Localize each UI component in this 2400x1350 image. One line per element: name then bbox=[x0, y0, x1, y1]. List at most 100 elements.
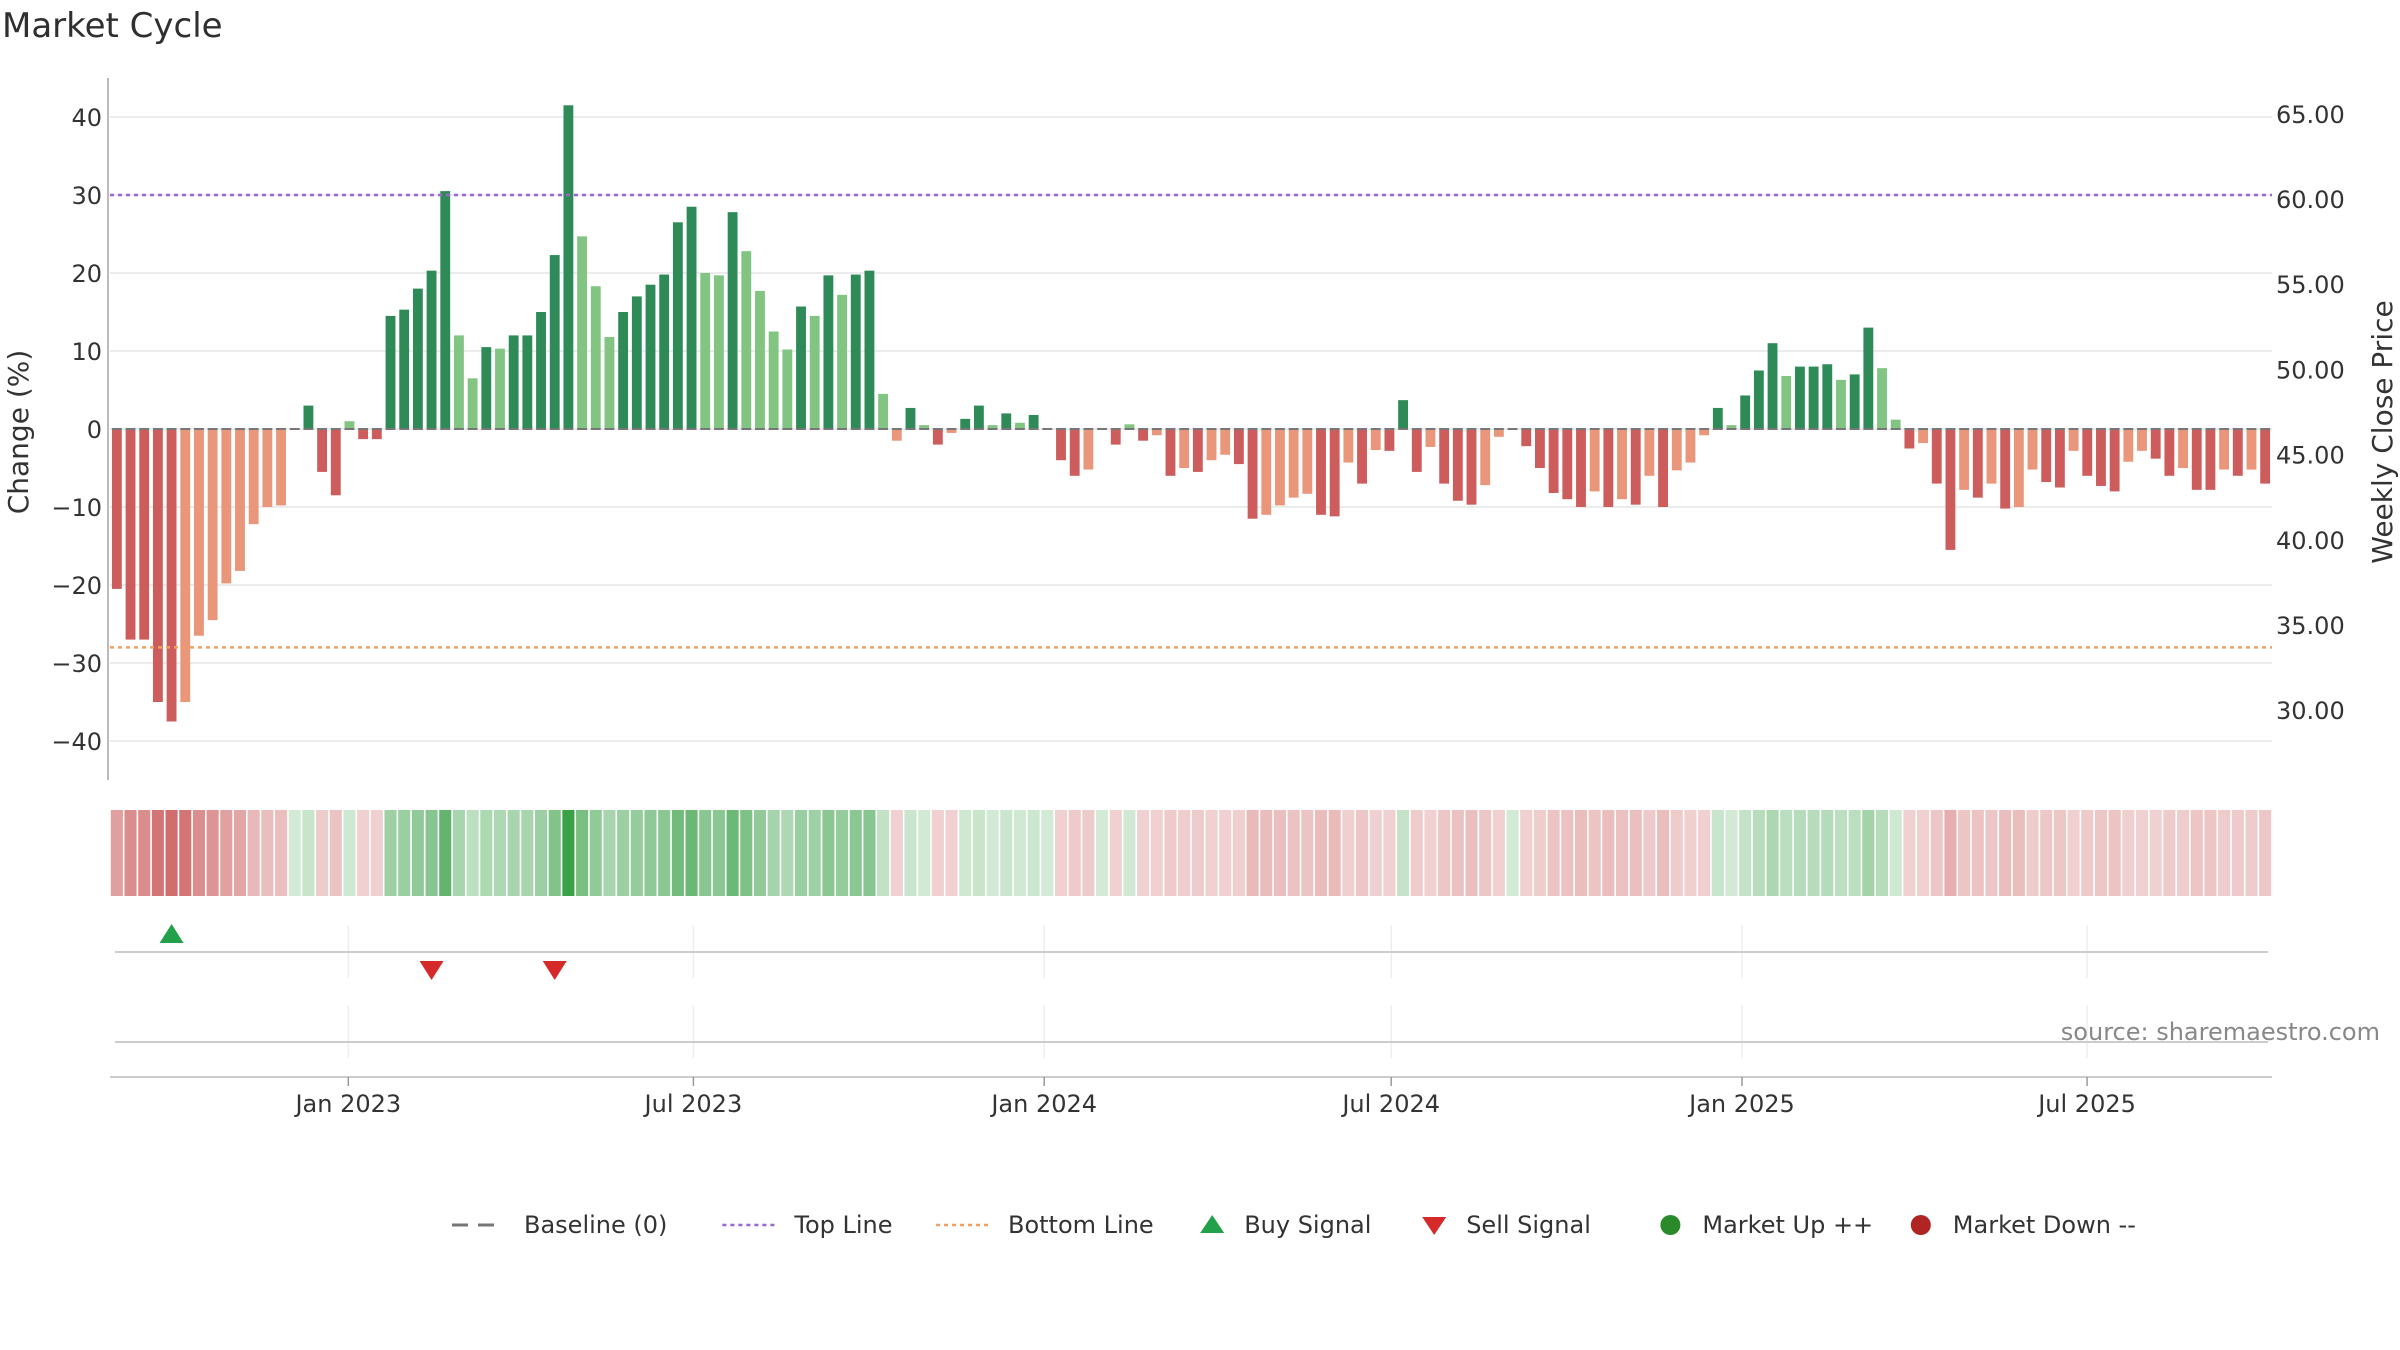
bar bbox=[755, 290, 765, 429]
heat-cell bbox=[2135, 810, 2149, 896]
heat-cell bbox=[1096, 810, 1109, 896]
y-tick-label: −20 bbox=[51, 572, 102, 600]
heat-cell bbox=[1451, 810, 1464, 896]
bar bbox=[2082, 429, 2093, 476]
heat-cell bbox=[1205, 810, 1218, 896]
legend-label: Market Up ++ bbox=[1702, 1211, 1873, 1239]
heat-cell bbox=[918, 810, 931, 896]
bar bbox=[1767, 343, 1778, 429]
heat-cell bbox=[1903, 810, 1916, 896]
bar bbox=[1329, 429, 1340, 517]
bar bbox=[1849, 374, 1860, 429]
heat-cell bbox=[1232, 810, 1245, 896]
heat-cell bbox=[1917, 810, 1930, 896]
heat-cell bbox=[1657, 810, 1670, 896]
bar bbox=[1466, 429, 1477, 505]
heat-cell bbox=[179, 810, 192, 896]
heat-cell bbox=[1506, 810, 1519, 896]
heat-cell bbox=[1328, 810, 1341, 896]
heat-cell bbox=[767, 810, 780, 896]
heat-cell bbox=[480, 810, 493, 896]
heat-cell bbox=[1383, 810, 1396, 896]
heat-cell bbox=[1889, 810, 1902, 896]
heat-cell bbox=[1643, 810, 1656, 896]
heat-cell bbox=[247, 810, 260, 896]
legend-item: Buy Signal bbox=[1200, 1211, 1371, 1239]
bar bbox=[467, 378, 478, 429]
heat-cell bbox=[370, 810, 383, 896]
heat-cell bbox=[439, 810, 452, 896]
bar bbox=[1945, 429, 1956, 550]
bar bbox=[125, 429, 136, 640]
heat-cell bbox=[1219, 810, 1232, 896]
heat-cell bbox=[384, 810, 397, 896]
bar bbox=[1357, 429, 1367, 484]
heat-cell bbox=[1834, 810, 1848, 896]
bar bbox=[235, 429, 245, 571]
heat-cell bbox=[2026, 810, 2039, 896]
bar bbox=[837, 294, 847, 429]
bar bbox=[878, 393, 889, 429]
bar bbox=[1836, 379, 1846, 429]
bar bbox=[522, 335, 533, 429]
legend-circle-icon bbox=[1660, 1215, 1681, 1235]
heat-cell bbox=[630, 810, 643, 896]
bar bbox=[399, 309, 410, 429]
bar bbox=[1658, 429, 1669, 507]
y-tick-label: 30 bbox=[71, 182, 102, 210]
bar bbox=[1986, 429, 1997, 484]
x-axis: Jan 2023 Jul 2023 Jan 2024 Jul 2024 Jan 2025… bbox=[110, 1076, 2272, 1118]
bar bbox=[1083, 429, 1094, 470]
bar bbox=[577, 236, 588, 429]
heat-cell bbox=[233, 810, 247, 896]
heat-cell bbox=[1780, 810, 1793, 896]
legend-item: Top Line bbox=[722, 1211, 893, 1239]
bar bbox=[1794, 366, 1805, 429]
chart-title: Market Cycle bbox=[2, 6, 223, 46]
bar bbox=[2013, 429, 2024, 507]
bar bbox=[111, 429, 122, 589]
bar bbox=[727, 212, 738, 429]
bar bbox=[317, 429, 328, 472]
bar bbox=[1275, 429, 1285, 506]
heat-cell bbox=[945, 810, 958, 896]
bar bbox=[1781, 375, 1792, 429]
legend-label: Sell Signal bbox=[1466, 1211, 1591, 1239]
heat-cell bbox=[1848, 810, 1861, 896]
bar bbox=[1630, 429, 1641, 505]
heat-cell bbox=[2149, 810, 2162, 896]
bar bbox=[1822, 364, 1833, 429]
heat-cell bbox=[425, 810, 438, 896]
heat-cell bbox=[288, 810, 301, 896]
heat-cell bbox=[2053, 810, 2066, 896]
heat-cell bbox=[343, 810, 356, 896]
bar bbox=[809, 315, 820, 429]
heat-cell bbox=[959, 810, 972, 896]
heat-cell bbox=[1561, 810, 1574, 896]
heat-cell bbox=[1944, 810, 1957, 896]
bar bbox=[1343, 429, 1354, 463]
heat-cell bbox=[2081, 810, 2094, 896]
bar bbox=[194, 429, 204, 636]
heat-cell bbox=[808, 810, 821, 896]
heat-cell bbox=[1369, 810, 1382, 896]
heat-cell bbox=[2094, 810, 2107, 896]
legend-label: Top Line bbox=[793, 1211, 892, 1239]
bar bbox=[1753, 370, 1764, 429]
heat-cell bbox=[740, 810, 753, 896]
bar bbox=[1726, 425, 1737, 429]
heat-cell bbox=[2067, 810, 2080, 896]
heat-cell bbox=[261, 810, 274, 896]
heat-cell bbox=[466, 810, 479, 896]
heat-cell bbox=[1492, 810, 1505, 896]
bar bbox=[1192, 429, 1203, 472]
heat-cell bbox=[972, 810, 985, 896]
heat-cell bbox=[206, 810, 219, 896]
bar bbox=[1617, 429, 1627, 500]
legend-triangle-down-icon bbox=[1422, 1217, 1447, 1235]
heat-cell bbox=[1082, 810, 1095, 896]
heat-cell bbox=[548, 810, 561, 896]
heat-cell bbox=[165, 810, 178, 896]
heat-cell bbox=[1191, 810, 1204, 896]
bar bbox=[1521, 429, 1532, 447]
